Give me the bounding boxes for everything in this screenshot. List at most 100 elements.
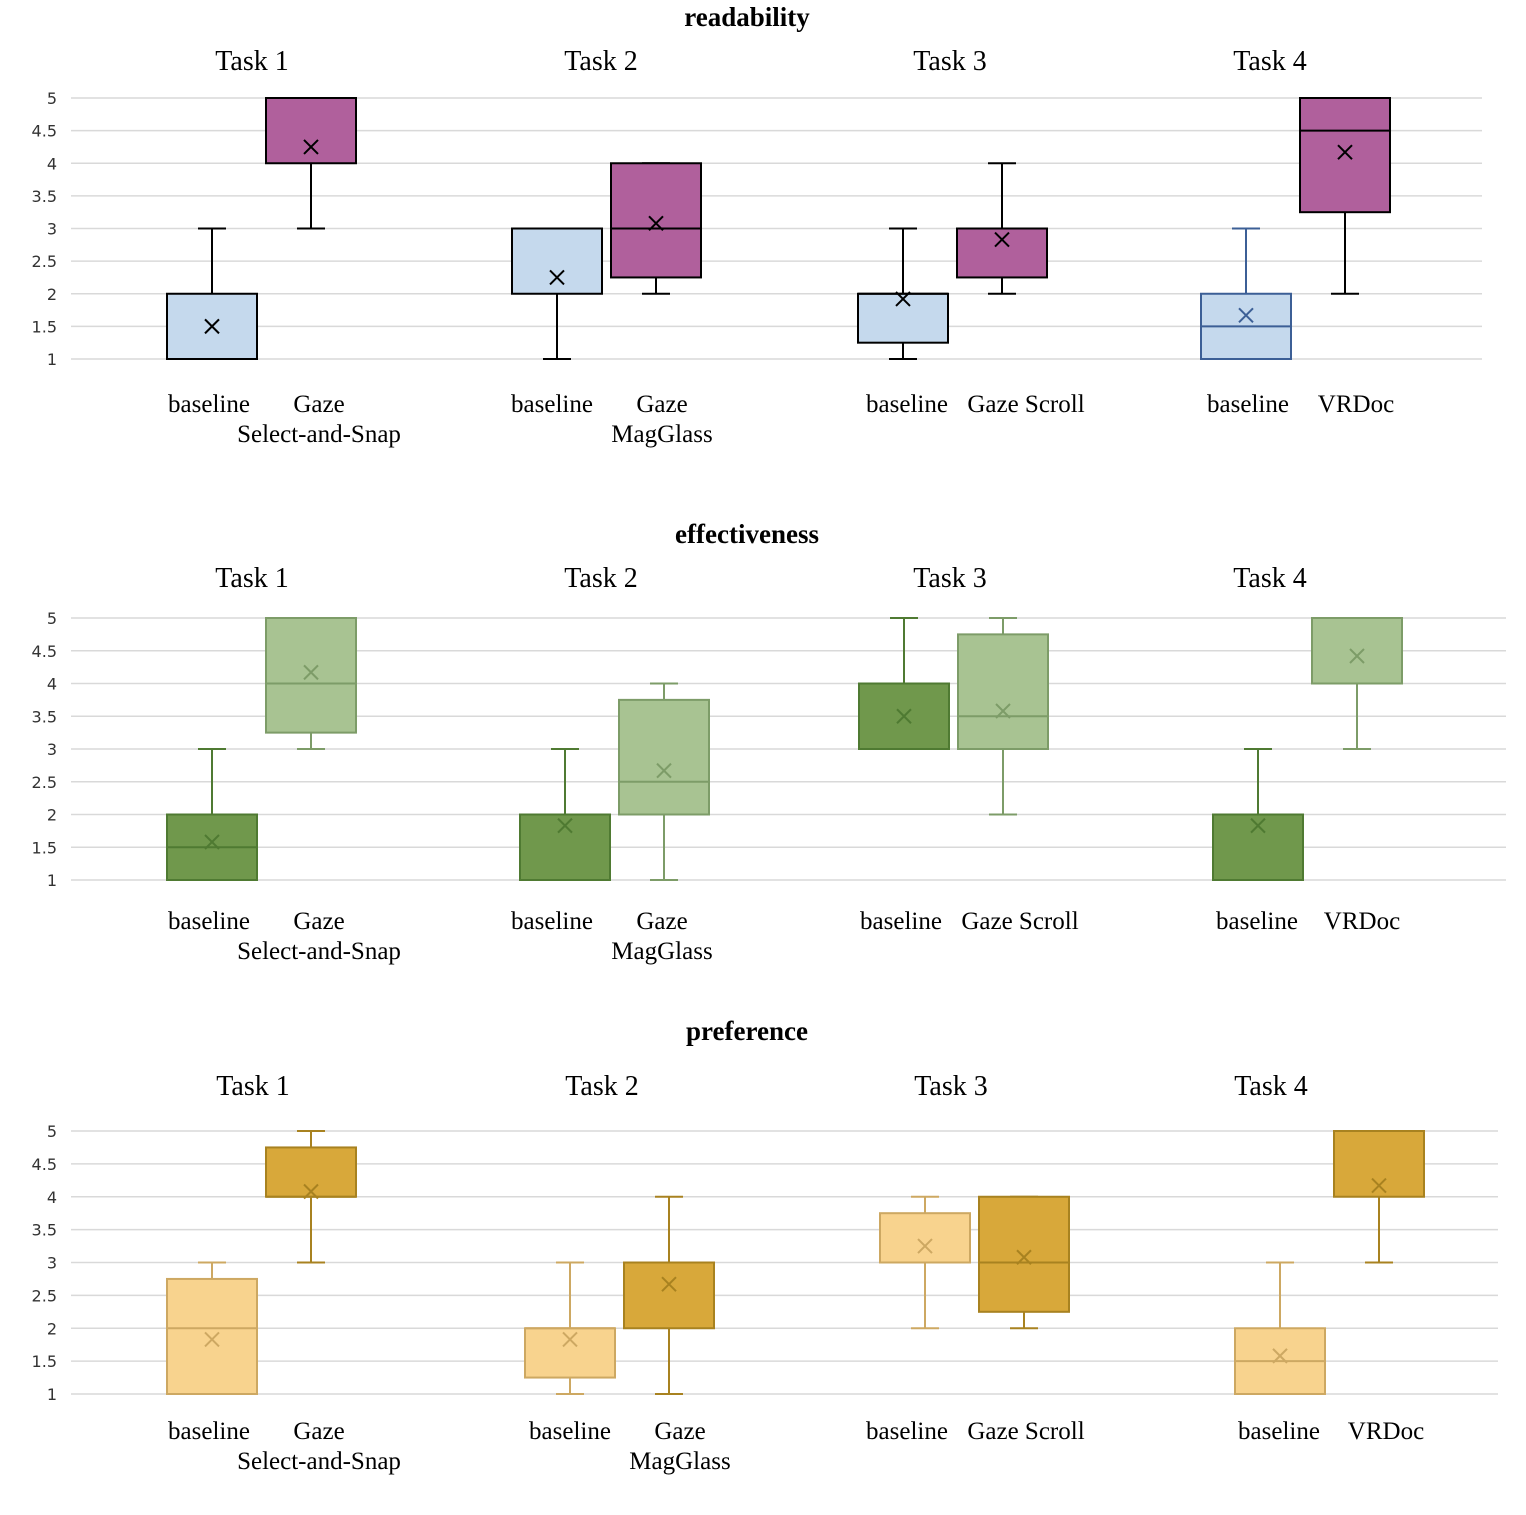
box-task-1-baseline [166, 748, 258, 881]
mean-marker [557, 817, 573, 834]
panel-effectiveness: effectiveness 1 1.5 2 2.5 3 3.5 4 4.5 5 Task 1 base… [32, 519, 1506, 965]
mean-marker [303, 139, 319, 155]
category-label: baseline [860, 908, 942, 935]
task-label: Task 3 [913, 46, 986, 77]
iqr-box [524, 1327, 616, 1379]
mean-marker [895, 291, 911, 307]
panel-title: readability [684, 2, 810, 32]
category-label: baseline [511, 391, 593, 418]
box-task-3-baseline [857, 227, 949, 360]
iqr-box [610, 162, 702, 279]
iqr-box [879, 1212, 971, 1264]
panel-title: effectiveness [675, 519, 819, 549]
box-task-2-gaze-magglass [623, 1195, 715, 1395]
box-task-3-gaze-scroll [978, 1195, 1070, 1330]
task-label: Task 3 [913, 563, 986, 594]
task-label: Task 2 [564, 46, 637, 77]
iqr-box [265, 97, 357, 165]
y-tick-label: 4 [47, 154, 57, 173]
category-label: baseline [168, 391, 250, 418]
mean-marker [1371, 1177, 1387, 1194]
category-label: VRDoc [1318, 391, 1394, 418]
mean-marker [1349, 648, 1365, 664]
mean-marker [995, 703, 1011, 719]
panel-readability: readability 1 1.5 2 2.5 3 3.5 4 4.5 5 Task 1 baseli… [32, 2, 1482, 448]
iqr-box [166, 1277, 258, 1395]
category-label: baseline [529, 1418, 611, 1445]
mean-marker [204, 834, 220, 850]
mean-marker [661, 1276, 677, 1292]
category-label: Select-and-Snap [237, 938, 401, 965]
box-task-4-vrdoc [1299, 97, 1391, 295]
y-tick-label: 2 [47, 806, 57, 825]
y-tick-label: 3.5 [32, 1221, 57, 1240]
iqr-box [618, 698, 710, 816]
category-label: Gaze [293, 391, 344, 418]
category-label: baseline [1207, 391, 1289, 418]
box-task-4-vrdoc [1311, 617, 1403, 750]
y-tick-label: 5 [47, 609, 57, 628]
box-task-1-gaze-select-and-snap [265, 1130, 357, 1264]
mean-marker [994, 231, 1010, 248]
iqr-box [956, 227, 1048, 279]
y-tick-label: 4.5 [32, 1155, 57, 1174]
y-tick-label: 4.5 [32, 642, 57, 661]
task-label: Task 1 [215, 46, 288, 77]
category-label: Gaze [636, 908, 687, 935]
category-label: Gaze [636, 391, 687, 418]
mean-marker [917, 1238, 933, 1254]
iqr-box [1311, 617, 1403, 685]
box-task-1-gaze-select-and-snap [265, 617, 357, 750]
mean-marker [204, 1331, 220, 1348]
task-label: Task 4 [1234, 1071, 1307, 1102]
box-task-4-baseline [1234, 1261, 1326, 1395]
category-label: Gaze [293, 1418, 344, 1445]
category-label: baseline [168, 908, 250, 935]
box-task-3-baseline [879, 1195, 971, 1330]
y-tick-label: 2 [47, 1319, 57, 1338]
box-task-2-gaze-magglass [618, 682, 710, 881]
task-label: Task 4 [1233, 46, 1306, 77]
box-task-3-gaze-scroll [956, 162, 1048, 295]
category-label: Select-and-Snap [237, 1448, 401, 1475]
category-label: VRDoc [1348, 1418, 1424, 1445]
mean-marker [1238, 307, 1254, 323]
y-tick-label: 1.5 [32, 838, 57, 857]
box-task-2-baseline [519, 748, 611, 881]
iqr-box [1299, 97, 1391, 214]
box-task-4-baseline [1212, 748, 1304, 881]
box-task-4-baseline [1200, 227, 1292, 360]
mean-marker [1250, 817, 1266, 834]
y-tick-label: 2.5 [32, 252, 57, 271]
category-label: baseline [866, 391, 948, 418]
category-label: Select-and-Snap [237, 421, 401, 448]
y-tick-label: 5 [47, 1122, 57, 1141]
iqr-box [957, 633, 1049, 750]
y-tick-label: 3.5 [32, 707, 57, 726]
task-label: Task 1 [216, 1071, 289, 1102]
task-label: Task 4 [1233, 563, 1306, 594]
category-label: Gaze Scroll [967, 391, 1084, 418]
y-tick-label: 1 [47, 871, 57, 890]
iqr-box [857, 292, 949, 344]
y-tick-label: 5 [47, 89, 57, 108]
category-label: MagGlass [629, 1448, 730, 1475]
y-tick-label: 3 [47, 220, 57, 239]
category-label: Gaze [654, 1418, 705, 1445]
category-label: MagGlass [611, 938, 712, 965]
iqr-box [265, 617, 357, 734]
mean-marker [204, 318, 220, 335]
task-label: Task 2 [565, 1071, 638, 1102]
y-tick-label: 2.5 [32, 1286, 57, 1305]
y-tick-label: 4 [47, 1188, 57, 1207]
box-task-4-vrdoc [1333, 1130, 1425, 1264]
y-tick-label: 3 [47, 1254, 57, 1273]
category-label: baseline [1238, 1418, 1320, 1445]
box-task-1-baseline [166, 1261, 258, 1395]
y-tick-label: 1.5 [32, 317, 57, 336]
box-task-1-gaze-select-and-snap [265, 97, 357, 230]
category-label: baseline [1216, 908, 1298, 935]
category-label: Gaze [293, 908, 344, 935]
category-label: VRDoc [1324, 908, 1400, 935]
